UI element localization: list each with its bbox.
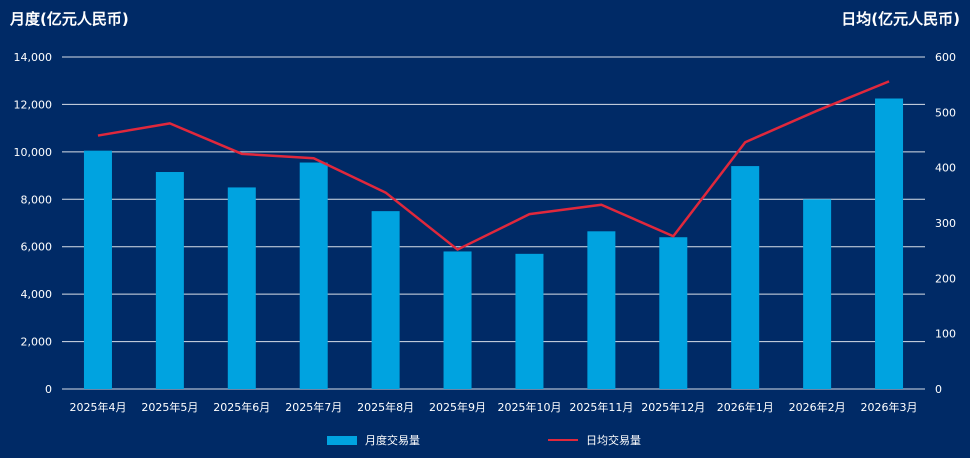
left-tick-label: 8,000 (21, 193, 53, 206)
line-series (97, 80, 890, 251)
bar-series (83, 98, 904, 389)
left-tick-label: 14,000 (14, 51, 53, 64)
left-tick-label: 12,000 (14, 98, 53, 111)
left-axis-ticks: 0 2,000 4,000 6,000 8,000 10,000 12,000 14,000 (14, 51, 53, 396)
x-tick-label: 2026年2月 (789, 400, 846, 414)
x-axis-ticks: 2025年4月 2025年5月 2025年6月 2025年7月 2025年8月 2025年… (69, 400, 917, 414)
right-tick-label: 500 (935, 106, 956, 119)
legend-swatch-line (548, 439, 578, 441)
bar (83, 150, 112, 389)
x-tick-label: 2025年8月 (357, 400, 414, 414)
bar (515, 253, 544, 389)
bar (155, 172, 184, 389)
left-tick-label: 0 (45, 383, 52, 396)
gridlines (62, 56, 925, 390)
bar (443, 251, 472, 389)
x-tick-label: 2026年1月 (717, 400, 774, 414)
x-tick-label: 2025年10月 (497, 400, 561, 414)
right-tick-label: 0 (935, 383, 942, 396)
bar (371, 211, 400, 389)
left-tick-label: 2,000 (21, 336, 53, 349)
legend-label-daily: 日均交易量 (586, 434, 641, 447)
legend-item-monthly[interactable]: 月度交易量 (327, 432, 420, 448)
legend: 月度交易量 日均交易量 (0, 432, 970, 450)
x-tick-label: 2025年6月 (213, 400, 270, 414)
x-tick-label: 2025年9月 (429, 400, 486, 414)
bar (875, 98, 904, 389)
bar (731, 166, 760, 389)
right-tick-label: 100 (935, 328, 956, 341)
right-tick-label: 300 (935, 217, 956, 230)
x-tick-label: 2025年4月 (69, 400, 126, 414)
bar (803, 199, 832, 389)
x-tick-label: 2025年7月 (285, 400, 342, 414)
x-tick-label: 2026年3月 (861, 400, 918, 414)
right-tick-label: 200 (935, 272, 956, 285)
left-axis-title: 月度(亿元人民币) (10, 10, 129, 28)
legend-label-monthly: 月度交易量 (365, 434, 420, 447)
right-tick-label: 600 (935, 51, 956, 64)
legend-item-daily[interactable]: 日均交易量 (548, 432, 641, 448)
line-path (97, 80, 890, 251)
right-axis-title: 日均(亿元人民币) (841, 10, 960, 28)
right-axis-ticks: 0 100 200 300 400 500 600 (935, 51, 956, 396)
bar (659, 237, 688, 389)
left-tick-label: 10,000 (14, 146, 53, 159)
bar (587, 231, 616, 389)
x-tick-label: 2025年11月 (569, 400, 633, 414)
bar (227, 187, 256, 389)
bar (299, 162, 328, 389)
right-tick-label: 400 (935, 162, 956, 175)
legend-swatch-bar (327, 435, 357, 445)
x-tick-label: 2025年5月 (141, 400, 198, 414)
x-tick-label: 2025年12月 (641, 400, 705, 414)
left-tick-label: 6,000 (21, 241, 53, 254)
left-tick-label: 4,000 (21, 288, 53, 301)
